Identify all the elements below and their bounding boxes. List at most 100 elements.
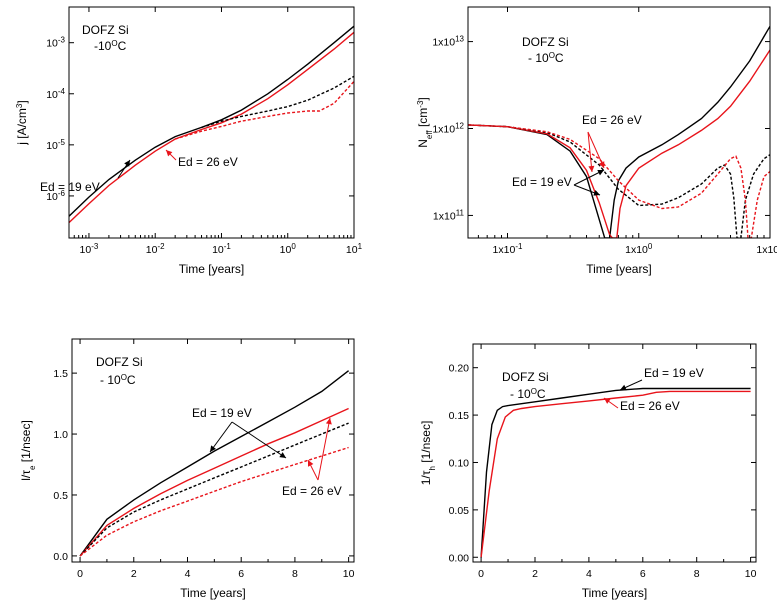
- series-red-dashed: [468, 124, 770, 238]
- panel-1: 10-3 10-2 10-1 100 101 10-6 10-5 10-4 10-3 Time […: [15, 6, 363, 276]
- arrow-head: [597, 170, 604, 176]
- series-black-dashed: [468, 124, 770, 238]
- arrow-head: [588, 165, 595, 172]
- temperature-label: - 10OC: [528, 51, 564, 66]
- arrow-head: [604, 398, 611, 404]
- annotation-black: Ed = 19 eV: [512, 175, 572, 189]
- series-group: [79, 370, 350, 557]
- x-tick-label: 4: [586, 568, 592, 580]
- annotation-red: Ed = 26 eV: [620, 399, 680, 413]
- x-tick-label: 4: [185, 568, 191, 580]
- series-red-dashed: [79, 446, 349, 557]
- series-red-solid: [79, 407, 349, 557]
- x-axis-label: Time [years]: [586, 262, 652, 276]
- x-tick-label: 1x100: [625, 242, 653, 257]
- panel-3: 0 2 4 6 8 10 0.0 0.5 1.0 1.5 Time [years] l/τe [1/n…: [19, 338, 355, 600]
- annotation-black: Ed = 19 eV: [192, 406, 252, 420]
- arrow-head: [598, 161, 605, 168]
- y-tick-label: 0.10: [449, 457, 470, 469]
- annotation-red: Ed = 26 eV: [582, 113, 642, 127]
- plot-frame: [71, 338, 355, 563]
- x-axis-label: Time [years]: [180, 586, 246, 600]
- panel-4: 0 2 4 6 8 10 0.00 0.05 0.10 0.15 0.20 Time [years] 1…: [419, 343, 757, 600]
- x-tick-label: 8: [292, 568, 298, 580]
- arrow-head: [279, 452, 286, 458]
- series-group: [480, 387, 751, 558]
- y-tick-label: 1x1012: [432, 121, 464, 136]
- arrow-head: [210, 445, 216, 452]
- annotation-black: Ed = 19 eV: [40, 180, 100, 194]
- series-black-solid: [480, 387, 751, 558]
- arrow-head: [620, 384, 627, 391]
- y-tick-label: 10-4: [46, 86, 65, 101]
- y-tick-label: 0.15: [449, 410, 470, 422]
- material-label: DOFZ Si: [522, 35, 569, 49]
- temperature-label: - 10OC: [510, 387, 546, 402]
- y-tick-label: 0.00: [449, 552, 470, 564]
- series-red-solid: [480, 390, 751, 558]
- y-tick-label: 1.5: [53, 368, 68, 380]
- series-black-dashed: [79, 422, 349, 557]
- y-tick-label: 1x1011: [433, 208, 465, 223]
- x-tick-label: 6: [238, 568, 244, 580]
- temperature-label: - 10OC: [100, 373, 136, 388]
- y-tick-label: 0.5: [53, 490, 68, 502]
- x-tick-label: 2: [131, 568, 137, 580]
- series-group: [69, 25, 354, 224]
- y-tick-label: 0.20: [449, 363, 470, 375]
- y-axis-label: 1/τh [1/nsec]: [419, 421, 437, 486]
- series-group: [468, 25, 770, 238]
- annotation-arrow: [587, 131, 593, 173]
- series-black-solid: [79, 370, 350, 557]
- series-red-dashed: [175, 80, 354, 140]
- x-tick-label: 0: [478, 568, 484, 580]
- x-tick-label: 101: [346, 242, 363, 257]
- annotation-red: Ed = 26 eV: [282, 484, 342, 498]
- x-tick-label: 1x10-1: [493, 242, 523, 257]
- annotation-red: Ed = 26 eV: [178, 155, 238, 169]
- y-tick-label: 0.0: [53, 551, 68, 563]
- series-black-dashed: [201, 75, 354, 129]
- y-axis-label: l/τe [1/nsec]: [19, 420, 37, 481]
- annotation-arrow: [209, 421, 233, 453]
- x-axis-label: Time [years]: [179, 262, 245, 276]
- arrow-head: [593, 190, 600, 196]
- y-axis-label: j [A/cm3]: [15, 100, 30, 145]
- x-tick-label: 0: [77, 568, 83, 580]
- plot-frame: [467, 6, 771, 239]
- x-tick-label: 10-3: [80, 242, 99, 257]
- series-red-solid: [69, 31, 354, 224]
- y-axis-label: Neff [cm-3]: [416, 97, 434, 148]
- annotation-arrow: [231, 421, 287, 459]
- plot-frame: [472, 343, 757, 563]
- x-tick-label: 2: [532, 568, 538, 580]
- x-tick-label: 10-1: [212, 242, 231, 257]
- y-tick-label: 0.05: [449, 505, 470, 517]
- annotation-arrow: [317, 417, 331, 481]
- material-label: DOFZ Si: [82, 23, 129, 37]
- x-tick-label: 6: [640, 568, 646, 580]
- y-tick-label: 1x1013: [432, 34, 464, 49]
- series-red-solid: [468, 49, 770, 238]
- x-tick-label: 1x101: [756, 242, 777, 257]
- x-tick-label: 10: [745, 568, 757, 580]
- arrow-head: [124, 160, 130, 167]
- panel-2: 1x10-1 1x100 1x101 1x1011 1x1012 1x1013 Time […: [416, 6, 777, 276]
- series-black-solid: [69, 25, 354, 217]
- temperature-label: -10OC: [94, 39, 127, 54]
- x-axis-label: Time [years]: [582, 586, 648, 600]
- material-label: DOFZ Si: [96, 355, 143, 369]
- arrow-head: [325, 418, 332, 425]
- x-tick-label: 8: [694, 568, 700, 580]
- arrow-head: [308, 460, 314, 467]
- x-tick-label: 10-2: [146, 242, 165, 257]
- x-tick-label: 100: [280, 242, 297, 257]
- x-tick-label: 10: [343, 568, 355, 580]
- y-tick-label: 1.0: [53, 429, 68, 441]
- series-black-solid: [468, 25, 770, 238]
- y-tick-label: 10-5: [46, 137, 65, 152]
- y-tick-label: 10-6: [46, 188, 65, 203]
- y-tick-label: 10-3: [46, 35, 65, 50]
- annotation-black: Ed = 19 eV: [644, 366, 704, 380]
